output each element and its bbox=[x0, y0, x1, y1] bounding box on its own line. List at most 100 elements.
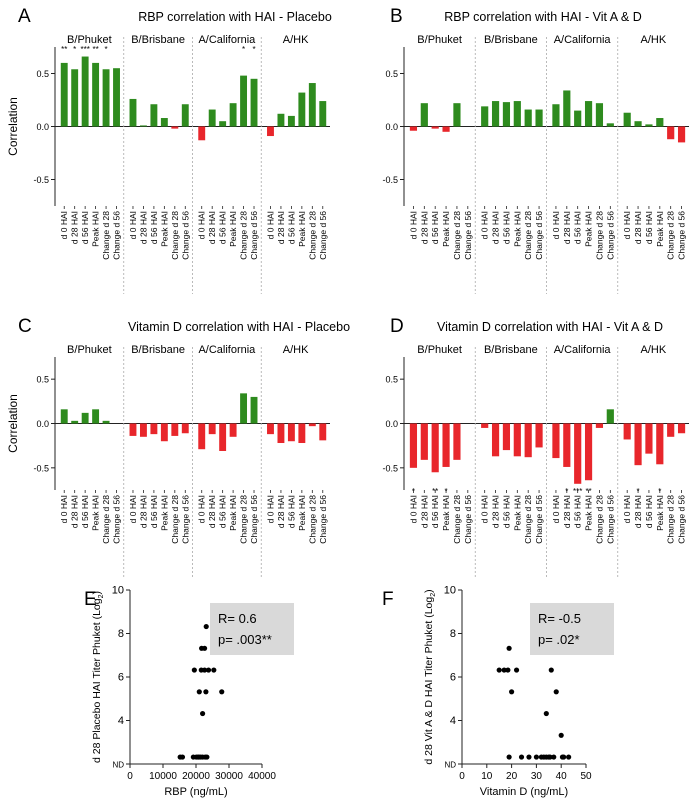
x-tick-label: d 0 HAI bbox=[622, 495, 632, 523]
y-tick-label: ND bbox=[444, 761, 456, 770]
bar bbox=[442, 126, 450, 132]
y-tick-label: ND bbox=[112, 761, 124, 770]
data-point bbox=[551, 754, 557, 760]
bar bbox=[181, 104, 189, 127]
bar-group: B/Brisbane d 0 HAI d 28 HAI d 56 HAI Peak HA… bbox=[474, 34, 544, 294]
bar bbox=[595, 103, 604, 127]
bar-group: A/HKd 0 HAI d 28 HAI d 56 HAI Peak HAI Chang… bbox=[260, 34, 328, 294]
x-tick-label: d 56 HAI bbox=[501, 495, 511, 528]
group-label: B/Phuket bbox=[417, 344, 462, 356]
bar bbox=[431, 423, 439, 473]
bar bbox=[181, 423, 189, 434]
bar bbox=[171, 423, 179, 436]
x-tick-label: Change d 28 bbox=[307, 495, 317, 544]
x-tick-label: 50 bbox=[580, 771, 592, 782]
bar bbox=[667, 423, 675, 437]
x-tick-label: Peak HAI bbox=[584, 211, 594, 247]
stats-text: p= .003** bbox=[218, 632, 272, 647]
x-tick-label: Change d 56 bbox=[463, 495, 473, 544]
x-tick-label: 30000 bbox=[215, 771, 243, 782]
x-tick-label: Peak HAI bbox=[655, 211, 665, 247]
bar-group: B/Brisbane d 0 HAI d 28 HAI d 56 HAI Peak HA… bbox=[123, 34, 190, 294]
x-tick-label: Change d 56 bbox=[605, 495, 615, 544]
x-tick-label: Change d 56 bbox=[677, 211, 687, 260]
bar bbox=[267, 126, 274, 137]
x-tick-label: d 0 HAI bbox=[551, 495, 561, 523]
bar bbox=[81, 56, 89, 127]
x-tick-label: Peak HAI bbox=[159, 211, 169, 247]
x-tick-label: d 28 HAI bbox=[276, 211, 286, 244]
bar bbox=[667, 126, 675, 140]
x-tick-label: Peak HAI bbox=[441, 211, 451, 247]
bar bbox=[139, 423, 147, 437]
bar-group: A/California d 0 HAI d 28 HAI d 56 HAI Peak … bbox=[192, 344, 259, 578]
x-tick-label: Peak HAI bbox=[297, 211, 307, 247]
bar bbox=[277, 423, 285, 444]
x-tick-label: d 0 HAI bbox=[265, 211, 275, 239]
x-axis-label: Vitamin D (ng/mL) bbox=[480, 786, 568, 798]
bar bbox=[574, 423, 582, 484]
bar bbox=[524, 109, 532, 127]
significance-stars: * bbox=[658, 487, 661, 496]
x-tick-label: Change d 28 bbox=[523, 211, 533, 260]
significance-stars: * bbox=[412, 487, 415, 496]
x-tick-label: Change d 56 bbox=[318, 211, 328, 260]
data-point bbox=[211, 667, 217, 673]
data-point bbox=[501, 667, 507, 673]
y-tick-label: 0.5 bbox=[36, 375, 49, 385]
x-tick-label: Change d 56 bbox=[534, 495, 544, 544]
y-tick-label: 8 bbox=[118, 628, 124, 640]
data-point bbox=[518, 754, 525, 760]
bar bbox=[102, 69, 110, 127]
x-tick-label: Peak HAI bbox=[228, 495, 238, 531]
panel-d: D Vitamin D correlation with HAI - Vit A … bbox=[382, 316, 689, 578]
bar bbox=[198, 126, 206, 141]
x-tick-label: d 56 HAI bbox=[80, 495, 90, 528]
x-tick-label: d 56 HAI bbox=[430, 495, 440, 528]
panel-letter: A bbox=[18, 6, 31, 27]
chart-title: RBP correlation with HAI - Vit A & D bbox=[444, 10, 642, 24]
y-tick-label: 4 bbox=[118, 715, 124, 727]
x-tick-label: d 56 HAI bbox=[80, 211, 90, 244]
bar bbox=[502, 423, 511, 451]
bar bbox=[219, 121, 227, 127]
bar bbox=[298, 423, 306, 444]
bar bbox=[92, 409, 100, 424]
x-tick-label: Peak HAI bbox=[91, 495, 101, 531]
data-point bbox=[191, 667, 197, 673]
x-tick-label: 20 bbox=[506, 771, 518, 782]
x-tick-label: Peak HAI bbox=[512, 495, 522, 531]
bar-group: A/California d 0 HAI d 28 HAI d 56 HAI Peak … bbox=[192, 34, 259, 294]
data-point bbox=[179, 754, 186, 760]
bar bbox=[513, 423, 521, 457]
x-tick-label: d 28 HAI bbox=[207, 495, 217, 528]
x-tick-label: Peak HAI bbox=[655, 495, 665, 531]
bar bbox=[502, 102, 511, 127]
bar-group: A/California d 0 HAI d 28 HAI d 56 HAI Peak … bbox=[546, 34, 615, 294]
x-tick-label: d 28 HAI bbox=[70, 211, 80, 244]
bar bbox=[595, 423, 604, 428]
bar bbox=[60, 409, 68, 424]
bar bbox=[552, 104, 560, 127]
x-tick-label: d 0 HAI bbox=[59, 495, 69, 523]
bar bbox=[250, 396, 258, 424]
y-tick-label: 0.5 bbox=[385, 375, 398, 385]
x-tick-label: 20000 bbox=[182, 771, 210, 782]
data-point bbox=[513, 667, 520, 673]
bar bbox=[606, 409, 614, 424]
x-tick-label: 40 bbox=[556, 771, 568, 782]
data-point bbox=[196, 689, 202, 695]
bar bbox=[298, 92, 306, 127]
y-tick-label: 4 bbox=[450, 715, 456, 727]
bar bbox=[150, 423, 158, 435]
y-tick-label: 0.0 bbox=[385, 419, 398, 429]
x-tick-label: d 28 HAI bbox=[276, 495, 286, 528]
bar bbox=[171, 126, 179, 129]
bar bbox=[574, 110, 582, 127]
significance-stars: * bbox=[73, 45, 76, 54]
panel-letter: C bbox=[18, 316, 32, 337]
data-point bbox=[201, 667, 208, 673]
data-point bbox=[533, 754, 540, 760]
bar bbox=[634, 121, 642, 127]
x-tick-label: Change d 56 bbox=[249, 211, 259, 260]
